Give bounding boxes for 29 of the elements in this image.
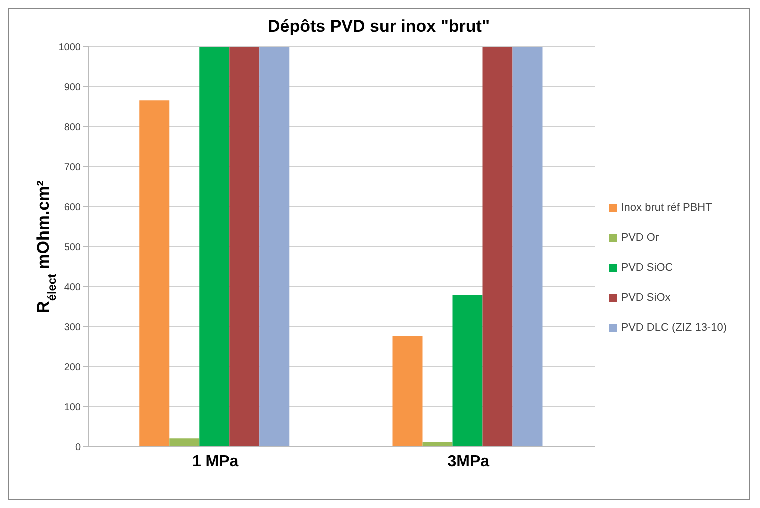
bar: [452, 295, 483, 447]
y-tick-label: 900: [64, 82, 82, 94]
bar: [512, 47, 543, 447]
legend-label: PVD SiOC: [621, 262, 674, 274]
y-tick-label: 800: [64, 122, 82, 134]
x-tick-label: 1 MPa: [192, 453, 239, 470]
bar: [482, 47, 513, 447]
y-tick-label: 700: [64, 162, 82, 174]
legend-label: PVD Or: [621, 232, 660, 244]
bar: [170, 438, 200, 447]
bar: [230, 47, 260, 447]
y-tick-label: 400: [64, 282, 82, 294]
legend-label: Inox brut réf PBHT: [621, 202, 712, 214]
chart-title: Dépôts PVD sur inox "brut": [266, 16, 492, 38]
bar: [140, 100, 170, 447]
legend-label: PVD DLC (ZIZ 13-10): [621, 322, 727, 334]
y-tick-label: 500: [64, 242, 82, 254]
y-tick-label: 0: [75, 442, 82, 454]
y-tick-label: 200: [64, 362, 82, 374]
bar: [200, 47, 230, 447]
y-tick-label: 100: [64, 402, 82, 414]
legend-label: PVD SiOx: [621, 292, 671, 304]
y-tick-label: 600: [64, 202, 82, 214]
y-tick-label: 1000: [58, 42, 82, 54]
y-tick-label: 300: [64, 322, 82, 334]
bar: [422, 442, 453, 447]
bar: [260, 47, 290, 447]
bar: [392, 336, 423, 447]
x-tick-label: 3MPa: [448, 453, 490, 470]
